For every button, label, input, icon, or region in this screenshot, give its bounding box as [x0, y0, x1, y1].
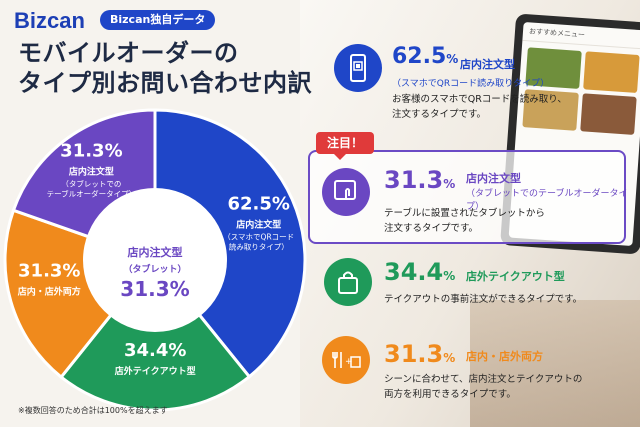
slice-category-label: 店内・店外両方 [18, 285, 81, 297]
cutlery-plus-bag-icon: + [322, 336, 370, 384]
slice-category-label: 店内注文型 [236, 218, 281, 230]
slice-sublabel: （タブレットでの [61, 178, 121, 188]
card-percent: 31.3% [384, 340, 456, 368]
card-subcategory: （スマホでQRコード読み取りタイプ） [392, 79, 550, 89]
table-surface [470, 300, 640, 427]
brand-tag: Bizcan独自データ [100, 10, 216, 30]
pie-slice-qr [153, 108, 307, 379]
pie-center-hole [83, 188, 227, 332]
card-description: お客様のスマホでQRコードを読み取り、 注文するタイプです。 [392, 94, 567, 120]
card-subcategory: （タブレットでのテーブルオーダータイプ） [466, 189, 628, 212]
attention-badge: 注目！ [316, 132, 374, 160]
center-value-label: 31.3% [120, 277, 189, 301]
card-description: テーブルに設置されたタブレットから 注文するタイプです。 [384, 208, 545, 234]
footnote: ※複数回答のため合計は100%を超えます [18, 406, 168, 415]
slice-value-label: 31.3% [60, 140, 122, 161]
qr-phone-icon [334, 44, 382, 92]
slice-category-label: 店外テイクアウト型 [115, 365, 196, 377]
slice-sublabel: テーブルオーダータイプ） [47, 188, 137, 198]
card-category: 店内・店外両方 [466, 350, 543, 363]
slice-category-label: 店内注文型 [69, 165, 114, 177]
pie-slice-takeout [59, 257, 252, 412]
shopping-bag-icon [324, 258, 372, 306]
card-description: テイクアウトの事前注文ができるタイプです。 [384, 294, 583, 305]
card-category: 店内注文型 [460, 58, 515, 71]
slice-value-label: 31.3% [18, 260, 80, 281]
card-category: 店内注文型 [466, 172, 521, 185]
slice-value-label: 62.5% [227, 193, 289, 214]
brand-logo: Bizcan [14, 8, 85, 33]
headline-line: モバイルオーダーの [18, 39, 239, 67]
slice-value-label: 34.4% [124, 340, 186, 361]
slice-sublabel: 読み取りタイプ） [229, 241, 289, 251]
svg-text:+: + [345, 357, 353, 367]
card-percent: 31.3% [384, 166, 456, 194]
center-sublabel: （タブレット） [123, 263, 186, 275]
tablet-touch-icon [322, 168, 370, 216]
card-percent: 62.5% [392, 44, 459, 69]
card-category: 店外テイクアウト型 [466, 270, 565, 283]
slice-sublabel: （スマホでQRコード [223, 232, 294, 241]
headline-line: タイプ別お問い合わせ内訳 [18, 69, 312, 97]
page-title: モバイルオーダーの タイプ別お問い合わせ内訳 [18, 38, 312, 98]
center-category-label: 店内注文型 [128, 245, 183, 259]
card-percent: 34.4% [384, 258, 456, 286]
card-description: シーンに合わせて、店内注文とテイクアウトの 両方を利用できるタイプです。 [384, 374, 583, 400]
